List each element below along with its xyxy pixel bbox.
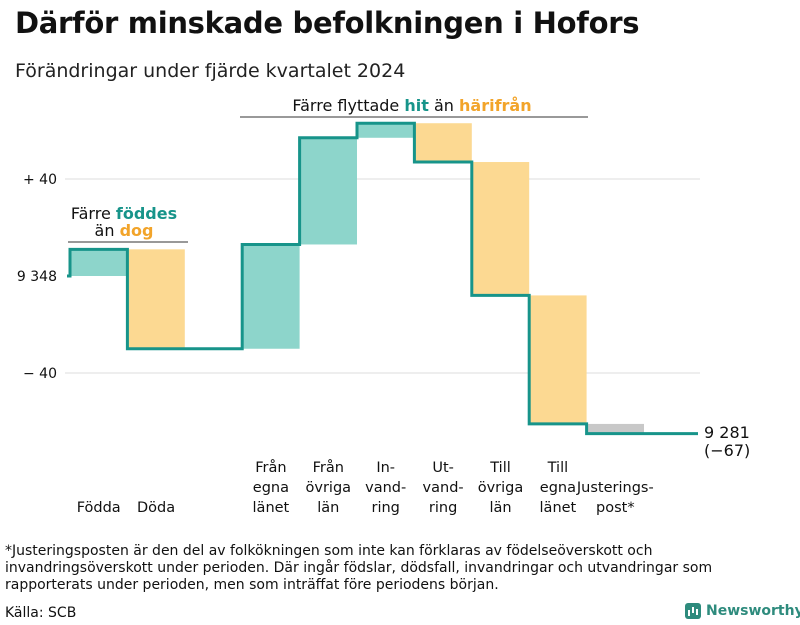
x-label: egna [540, 480, 576, 496]
bar-3 [242, 244, 300, 349]
x-label: länet [253, 500, 290, 516]
chart-subtitle: Förändringar under fjärde kvartalet 2024 [15, 60, 406, 82]
x-label: län [489, 500, 511, 516]
x-label: Ut- [432, 460, 454, 476]
x-label: vand- [365, 480, 406, 496]
x-label: Justerings- [576, 480, 654, 496]
x-label: ring [429, 500, 457, 516]
x-label: Till [547, 460, 569, 476]
cumulative-line [67, 121, 698, 436]
x-label: post* [596, 500, 635, 516]
x-label: egna [253, 480, 289, 496]
annotation-births-line1: Färre föddes [71, 204, 177, 223]
bar-9 [586, 423, 644, 434]
end-label: 9 281(−67) [704, 423, 750, 460]
x-label: länet [540, 500, 577, 516]
footnote: *Justeringsposten är den del av folkökni… [5, 543, 713, 593]
x-label: Till [489, 460, 511, 476]
newsworthy-icon [685, 603, 701, 619]
x-label: övriga [478, 480, 524, 496]
bar-5 [357, 123, 415, 138]
x-label: Födda [77, 500, 121, 516]
chart-title: Därför minskade befolkningen i Hofors [15, 6, 640, 40]
step-line [67, 121, 698, 436]
x-label: övriga [306, 480, 352, 496]
bar-4 [299, 137, 357, 245]
bars [70, 123, 644, 434]
x-label: vand- [423, 480, 464, 496]
x-label: In- [376, 460, 395, 476]
source: Källa: SCB [5, 605, 77, 621]
y-tick-label: 9 348 [17, 269, 57, 285]
bar-8 [529, 295, 587, 424]
y-tick-label: − 40 [23, 366, 57, 382]
x-label: ring [372, 500, 400, 516]
waterfall-chart: + 40 9 348 − 40 Födda Döda Från egna länet Från… [17, 96, 750, 516]
y-tick-labels: + 40 9 348 − 40 [17, 172, 57, 382]
end-change-label: (−67) [704, 441, 750, 460]
brand-logo: Newsworthy [685, 603, 800, 619]
x-labels: Födda Döda Från egna länet Från övriga län In-va… [77, 459, 654, 516]
y-tick-label: + 40 [23, 172, 57, 188]
annotation-migration: Färre flyttade hit än härifrån [292, 96, 531, 115]
x-label: Från [313, 459, 344, 476]
x-label: Från [255, 459, 286, 476]
bar-2 [127, 249, 185, 349]
bar-7 [471, 162, 530, 296]
x-label: Döda [137, 500, 175, 516]
end-value-label: 9 281 [704, 423, 750, 442]
x-label: län [317, 500, 339, 516]
annotation-births-line2: än dog [95, 221, 154, 240]
gridlines [65, 178, 700, 374]
bar-1 [70, 249, 128, 276]
bar-6 [414, 123, 472, 163]
brand-name: Newsworthy [706, 603, 800, 619]
